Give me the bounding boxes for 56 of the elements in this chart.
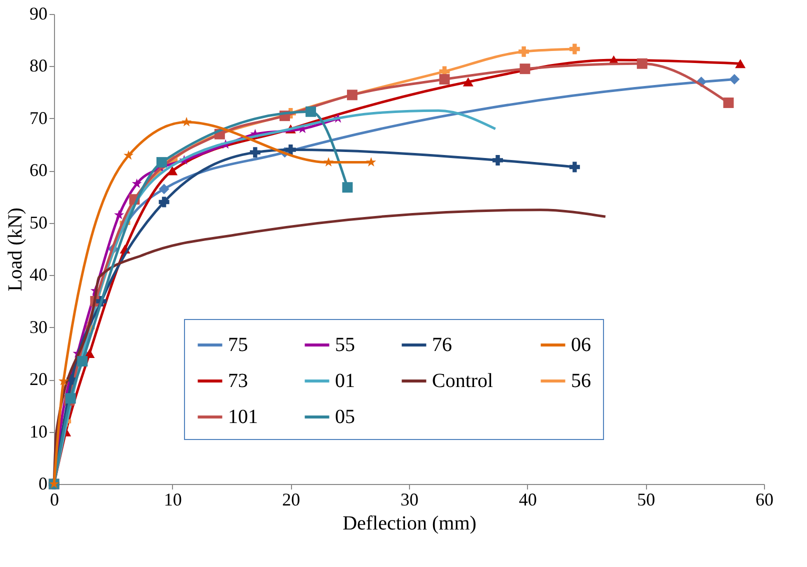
y-tick-label: 80 bbox=[30, 56, 48, 76]
point bbox=[342, 182, 353, 193]
x-tick-label: 30 bbox=[400, 490, 418, 510]
point bbox=[735, 59, 746, 68]
point bbox=[723, 98, 734, 108]
point bbox=[729, 74, 740, 85]
legend-label: Control bbox=[432, 370, 494, 392]
point bbox=[58, 376, 68, 386]
y-tick-label: 10 bbox=[30, 421, 48, 442]
x-tick-label: 60 bbox=[756, 490, 774, 510]
y-tick-label: 30 bbox=[30, 316, 48, 337]
legend-label: 75 bbox=[228, 334, 248, 356]
point bbox=[306, 106, 316, 117]
y-tick-label: 70 bbox=[30, 108, 48, 128]
point bbox=[114, 210, 124, 220]
point bbox=[77, 356, 88, 367]
point bbox=[492, 154, 503, 166]
point bbox=[167, 166, 178, 176]
x-tick-label: 50 bbox=[637, 490, 656, 510]
point bbox=[156, 157, 167, 168]
y-tick-label: 20 bbox=[30, 369, 48, 390]
point bbox=[285, 144, 296, 156]
point bbox=[462, 77, 474, 86]
legend-label: 73 bbox=[228, 370, 248, 392]
point bbox=[324, 157, 334, 167]
point bbox=[439, 74, 450, 85]
point bbox=[124, 150, 134, 160]
x-tick-label: 20 bbox=[282, 490, 300, 510]
point bbox=[250, 147, 260, 158]
point bbox=[158, 184, 170, 194]
point bbox=[132, 178, 142, 188]
y-tick-label: 90 bbox=[30, 4, 48, 24]
y-tick-label: 60 bbox=[30, 160, 48, 180]
x-tick-label: 40 bbox=[518, 490, 537, 510]
legend-label: 76 bbox=[432, 334, 452, 356]
y-tick-label: 0 bbox=[38, 474, 48, 494]
legend-label: 05 bbox=[335, 406, 355, 428]
point bbox=[636, 58, 648, 69]
legend-label: 56 bbox=[571, 370, 591, 392]
x-axis-title: Deflection (mm) bbox=[342, 512, 476, 534]
point bbox=[518, 46, 530, 57]
y-axis-title: Load (kN) bbox=[4, 208, 26, 292]
point bbox=[158, 196, 170, 208]
point bbox=[182, 116, 192, 126]
point bbox=[569, 162, 580, 172]
legend-label: 01 bbox=[335, 370, 355, 392]
x-tick-label: 10 bbox=[164, 490, 182, 510]
point bbox=[520, 64, 530, 74]
legend-label: 06 bbox=[571, 334, 591, 356]
legend-label: 101 bbox=[228, 406, 258, 428]
point bbox=[366, 157, 376, 167]
point bbox=[569, 44, 580, 54]
y-tick-label: 40 bbox=[30, 264, 48, 285]
legend-label: 55 bbox=[335, 334, 355, 356]
y-tick-label: 50 bbox=[30, 212, 48, 232]
point bbox=[346, 90, 358, 100]
